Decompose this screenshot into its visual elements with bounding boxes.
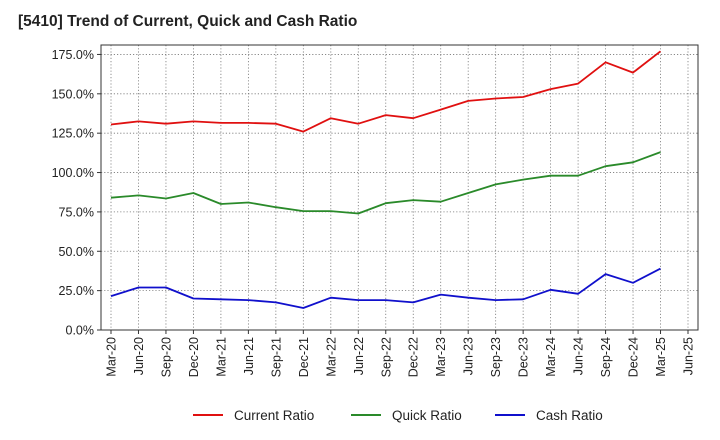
axes bbox=[100, 44, 699, 331]
legend-label: Cash Ratio bbox=[536, 408, 603, 423]
x-axis-ticks: Mar-20 Jun-20 Sep-20 Dec-20 Mar-21 Jun-21 Sep-… bbox=[105, 330, 696, 377]
x-tick-label: Jun-23 bbox=[462, 337, 476, 375]
x-tick-label: Sep-20 bbox=[159, 337, 173, 377]
y-tick-label: 75.0% bbox=[59, 205, 94, 219]
x-tick-label: Mar-25 bbox=[654, 337, 668, 377]
y-axis-ticks: 0.0% 25.0% 50.0% 75.0% 100.0% 125.0% 150.0% 175… bbox=[52, 48, 101, 338]
x-tick-label: Dec-23 bbox=[517, 337, 531, 377]
x-tick-label: Jun-25 bbox=[682, 337, 696, 375]
x-tick-label: Jun-22 bbox=[352, 337, 366, 375]
quick-ratio-line bbox=[110, 151, 661, 215]
x-tick-label: Sep-22 bbox=[379, 337, 393, 377]
x-tick-label: Jun-21 bbox=[242, 337, 256, 375]
plot-area bbox=[101, 45, 698, 330]
cash-ratio-line bbox=[110, 267, 661, 309]
legend-label: Current Ratio bbox=[234, 408, 314, 423]
x-tick-label: Mar-20 bbox=[105, 337, 119, 377]
y-tick-label: 0.0% bbox=[66, 324, 95, 338]
x-tick-label: Sep-21 bbox=[269, 337, 283, 377]
x-tick-label: Dec-21 bbox=[297, 337, 311, 377]
y-tick-label: 25.0% bbox=[59, 284, 94, 298]
plot-frame bbox=[100, 44, 699, 331]
y-tick-label: 100.0% bbox=[52, 166, 94, 180]
x-tick-label: Jun-20 bbox=[132, 337, 146, 375]
x-tick-label: Dec-20 bbox=[187, 337, 201, 377]
chart-title: [5410] Trend of Current, Quick and Cash … bbox=[18, 13, 358, 30]
x-tick-label: Mar-23 bbox=[434, 337, 448, 377]
current-ratio-line bbox=[110, 50, 662, 133]
y-tick-label: 50.0% bbox=[59, 245, 94, 259]
x-tick-label: Jun-24 bbox=[572, 337, 586, 375]
x-tick-label: Sep-23 bbox=[489, 337, 503, 377]
x-tick-label: Mar-22 bbox=[324, 337, 338, 377]
x-tick-label: Sep-24 bbox=[599, 337, 613, 377]
y-tick-label: 125.0% bbox=[52, 127, 94, 141]
legend-label: Quick Ratio bbox=[392, 408, 462, 423]
legend: Current Ratio Quick Ratio Cash Ratio bbox=[193, 408, 603, 423]
y-tick-label: 175.0% bbox=[52, 48, 94, 62]
x-tick-label: Mar-24 bbox=[544, 337, 558, 377]
x-tick-label: Dec-22 bbox=[407, 337, 421, 377]
y-tick-label: 150.0% bbox=[52, 87, 94, 101]
x-tick-label: Dec-24 bbox=[627, 337, 641, 377]
series-lines bbox=[110, 50, 662, 309]
x-tick-label: Mar-21 bbox=[214, 337, 228, 377]
